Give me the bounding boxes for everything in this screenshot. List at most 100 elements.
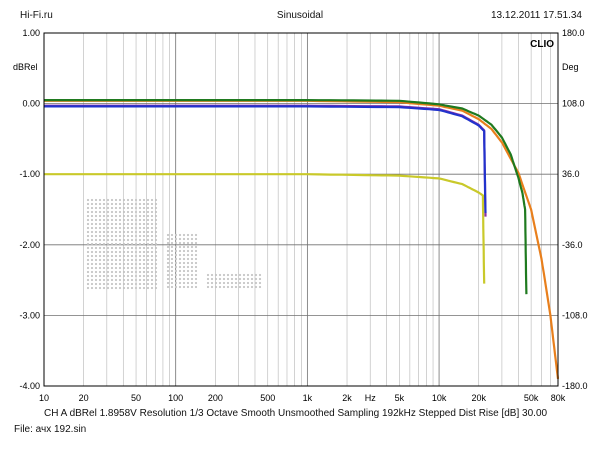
watermark-dot: [106, 210, 110, 214]
watermark-dot: [154, 258, 158, 262]
watermark-dot: [134, 258, 138, 262]
watermark-dot: [146, 282, 150, 286]
watermark-dot: [114, 286, 118, 290]
watermark-dot: [126, 266, 130, 270]
watermark-dot: [134, 238, 138, 242]
watermark-dot: [134, 206, 138, 210]
watermark-dot: [186, 257, 190, 261]
watermark-dot: [86, 210, 90, 214]
watermark-dot: [118, 226, 122, 230]
watermark-dot: [246, 273, 250, 277]
site-name: Hi-Fi.ru: [20, 10, 53, 21]
watermark-dot: [130, 238, 134, 242]
watermark-dot: [90, 262, 94, 266]
watermark-dot: [102, 210, 106, 214]
watermark-dot: [106, 218, 110, 222]
watermark-dot: [102, 230, 106, 234]
x-tick-label: 100: [168, 393, 183, 403]
watermark-dot: [138, 262, 142, 266]
watermark-dot: [146, 258, 150, 262]
watermark-dot: [138, 282, 142, 286]
watermark-dot: [86, 278, 90, 282]
watermark-dot: [134, 198, 138, 202]
watermark-dot: [126, 278, 130, 282]
minor-gridlines: [83, 33, 551, 386]
x-tick-label: 10: [39, 393, 49, 403]
watermark-dot: [170, 261, 174, 265]
watermark-dot: [210, 285, 214, 289]
watermark-dot: [106, 222, 110, 226]
watermark-dot: [234, 285, 238, 289]
watermark-dot: [218, 273, 222, 277]
watermark-dot: [146, 238, 150, 242]
frequency-response-chart: 1.00 0.00 -1.00 -2.00 -3.00 -4.00 180.0 108.0 3…: [13, 28, 588, 403]
watermark-dot: [126, 214, 130, 218]
watermark-dot: [150, 206, 154, 210]
watermark-dot: [94, 282, 98, 286]
watermark-dot: [166, 245, 170, 249]
watermark-dot: [142, 206, 146, 210]
watermark-dot: [110, 206, 114, 210]
watermark-dot: [106, 282, 110, 286]
watermark-dot: [114, 234, 118, 238]
watermark-dot: [106, 286, 110, 290]
watermark-dot: [130, 230, 134, 234]
watermark-dot: [102, 262, 106, 266]
watermark-dot: [154, 270, 158, 274]
watermark-dot: [98, 206, 102, 210]
watermark-dot: [122, 222, 126, 226]
watermark-dot: [166, 253, 170, 257]
watermark-dot: [142, 262, 146, 266]
watermark-dot: [154, 218, 158, 222]
watermark-dot: [138, 286, 142, 290]
watermark-dot: [86, 262, 90, 266]
watermark-dot: [146, 202, 150, 206]
watermark-dot: [186, 261, 190, 265]
watermark-dot: [130, 286, 134, 290]
watermark-dot: [118, 258, 122, 262]
watermark-dot: [86, 226, 90, 230]
watermark-dot: [98, 222, 102, 226]
watermark-dot: [122, 214, 126, 218]
watermark-dot: [86, 238, 90, 242]
watermark-dot: [154, 238, 158, 242]
watermark-dot: [154, 282, 158, 286]
watermark-dot: [110, 218, 114, 222]
series-line: [44, 99, 560, 380]
watermark-dot: [246, 281, 250, 285]
watermark-dot: [122, 274, 126, 278]
watermark-dot: [226, 273, 230, 277]
watermark-dot: [134, 286, 138, 290]
watermark-dot: [134, 270, 138, 274]
watermark-dot: [190, 245, 194, 249]
watermark-dot: [138, 210, 142, 214]
watermark-dot: [106, 238, 110, 242]
watermark-dot: [150, 230, 154, 234]
watermark-dot: [138, 198, 142, 202]
watermark-dot: [98, 278, 102, 282]
watermark-dot: [242, 277, 246, 281]
watermark-dot: [194, 277, 198, 281]
watermark-dot: [114, 202, 118, 206]
watermark-dot: [110, 258, 114, 262]
watermark-dot: [210, 273, 214, 277]
watermark-dot: [134, 262, 138, 266]
timestamp: 13.12.2011 17.51.34: [490, 10, 582, 21]
watermark-dot: [102, 286, 106, 290]
watermark-dot: [114, 282, 118, 286]
watermark-dot: [166, 277, 170, 281]
watermark-dot: [94, 262, 98, 266]
watermark-dot: [106, 242, 110, 246]
watermark-dot: [106, 214, 110, 218]
watermark-dot: [226, 285, 230, 289]
watermark-dot: [154, 210, 158, 214]
watermark-dot: [142, 270, 146, 274]
watermark-dot: [102, 202, 106, 206]
watermark-dot: [146, 230, 150, 234]
watermark-dot: [114, 250, 118, 254]
watermark-dot: [166, 237, 170, 241]
watermark-dot: [130, 218, 134, 222]
watermark-dot: [102, 270, 106, 274]
watermark-dot: [98, 274, 102, 278]
watermark-dot: [114, 258, 118, 262]
